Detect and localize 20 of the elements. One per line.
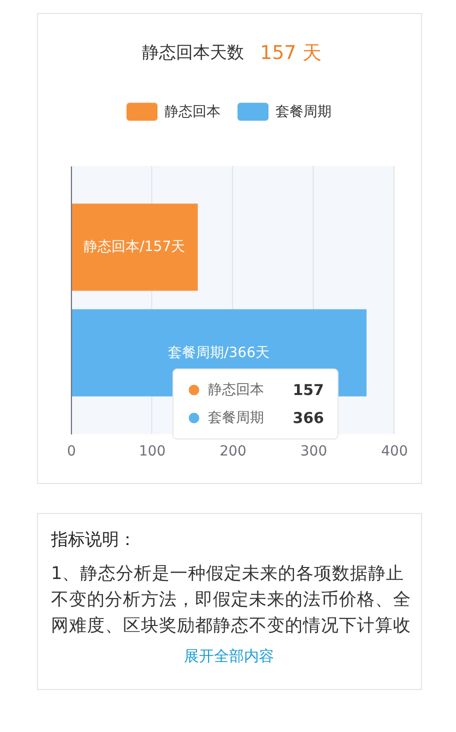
x-tick-label: 200 xyxy=(220,444,246,460)
text: 网难度、区块奖励都静态不变的情况下计算收 xyxy=(51,615,411,636)
text: 展开全部内容 xyxy=(184,647,274,665)
legend-label: 套餐周期 xyxy=(208,410,264,426)
x-tick-label: 400 xyxy=(381,444,408,460)
chart-title: 静态回本天数 xyxy=(142,43,244,63)
legend-label: 静态回本 xyxy=(164,104,220,120)
x-tick-label: 300 xyxy=(300,444,328,460)
text: 套餐周期 xyxy=(276,104,332,120)
text: 静态回本 xyxy=(208,382,264,398)
x-tick-label: 0 xyxy=(67,444,76,460)
text: 不变的分析方法，即假定未来的法币价格、全 xyxy=(51,589,411,610)
annotation: 366 xyxy=(292,409,324,427)
data-label: 静态回本/157天 xyxy=(84,239,186,256)
text: 1、静态分析是一种假定未来的各项数据静止 xyxy=(51,563,404,584)
data-label: 套餐周期/366天 xyxy=(168,344,270,361)
x-tick-label: 100 xyxy=(138,444,166,460)
annotation: 157 xyxy=(292,381,324,399)
text: 指标说明： xyxy=(50,530,136,550)
chart-subtitle: 157 天 xyxy=(260,42,322,64)
